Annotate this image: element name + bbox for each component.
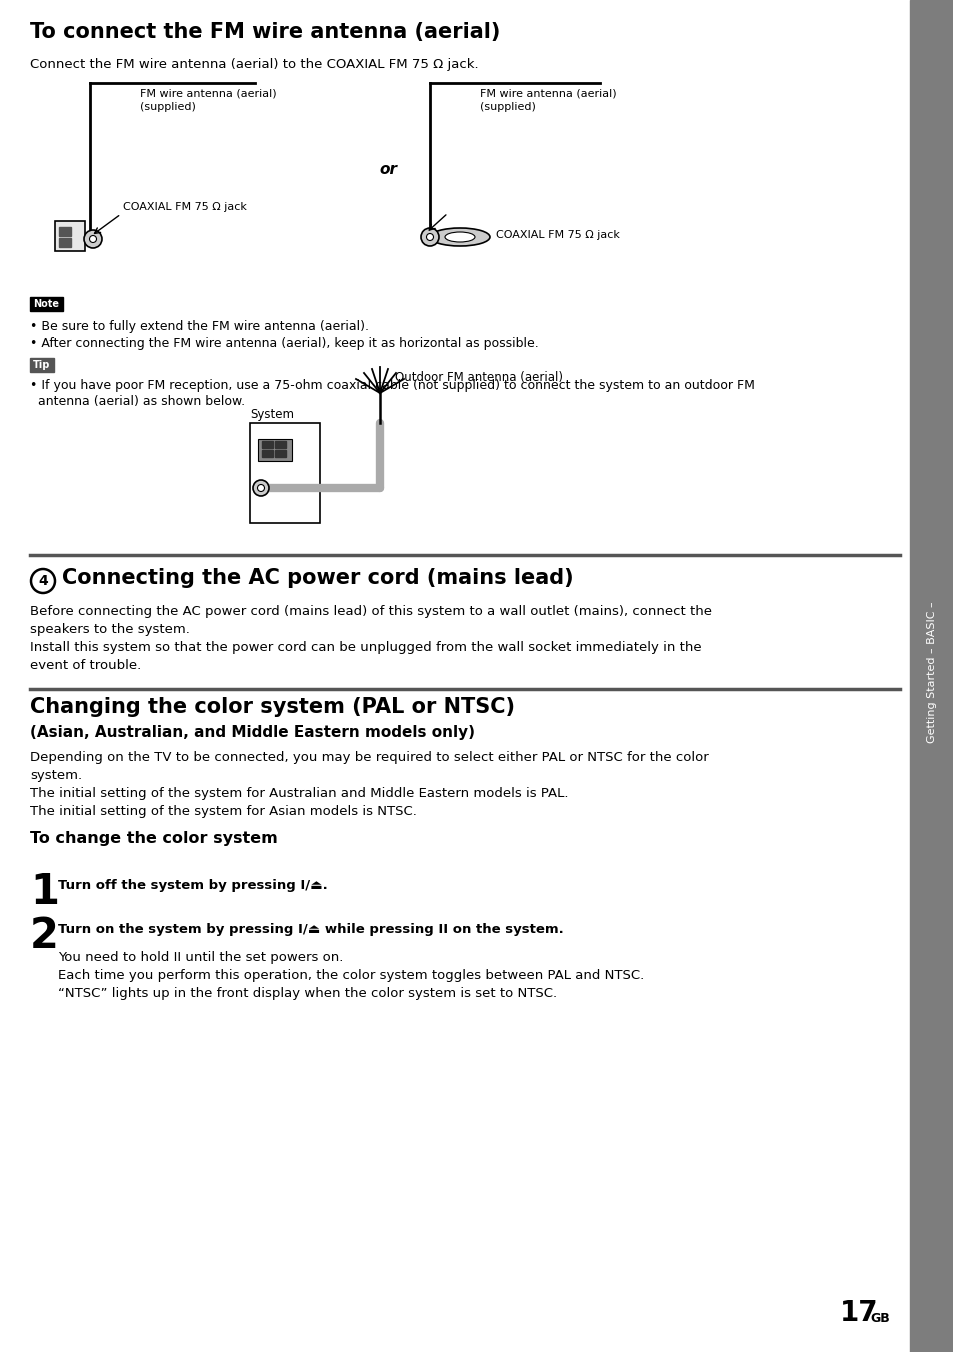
Text: Turn on the system by pressing I/⏏ while pressing II on the system.: Turn on the system by pressing I/⏏ while…: [58, 923, 563, 936]
Text: 17: 17: [840, 1299, 878, 1328]
Text: • After connecting the FM wire antenna (aerial), keep it as horizontal as possib: • After connecting the FM wire antenna (…: [30, 337, 538, 350]
Text: Tip: Tip: [33, 360, 51, 370]
Bar: [55, 220, 85, 251]
Text: event of trouble.: event of trouble.: [30, 658, 141, 672]
Text: 2: 2: [30, 915, 59, 957]
Text: system.: system.: [30, 769, 82, 781]
Text: • If you have poor FM reception, use a 75-ohm coaxial cable (not supplied) to co: • If you have poor FM reception, use a 7…: [30, 379, 754, 392]
Text: (supplied): (supplied): [140, 101, 195, 112]
Circle shape: [426, 234, 433, 241]
Text: (supplied): (supplied): [479, 101, 536, 112]
Text: COAXIAL FM 75 Ω jack: COAXIAL FM 75 Ω jack: [123, 201, 247, 212]
Text: You need to hold II until the set powers on.: You need to hold II until the set powers…: [58, 950, 343, 964]
Text: The initial setting of the system for Asian models is NTSC.: The initial setting of the system for As…: [30, 804, 416, 818]
Text: COAXIAL FM 75 Ω jack: COAXIAL FM 75 Ω jack: [496, 230, 619, 241]
Text: Note: Note: [33, 299, 59, 310]
Bar: [257, 439, 292, 461]
Text: Turn off the system by pressing I/⏏.: Turn off the system by pressing I/⏏.: [58, 879, 328, 892]
Text: • Be sure to fully extend the FM wire antenna (aerial).: • Be sure to fully extend the FM wire an…: [30, 320, 369, 333]
Text: Changing the color system (PAL or NTSC): Changing the color system (PAL or NTSC): [30, 698, 515, 717]
Bar: [909, 0, 953, 1352]
Text: 1: 1: [30, 871, 59, 913]
Text: Each time you perform this operation, the color system toggles between PAL and N: Each time you perform this operation, th…: [58, 969, 643, 982]
Circle shape: [253, 480, 269, 496]
Circle shape: [90, 235, 96, 242]
Circle shape: [420, 228, 438, 246]
Text: antenna (aerial) as shown below.: antenna (aerial) as shown below.: [30, 395, 245, 408]
Text: speakers to the system.: speakers to the system.: [30, 623, 190, 635]
Text: The initial setting of the system for Australian and Middle Eastern models is PA: The initial setting of the system for Au…: [30, 787, 568, 800]
Circle shape: [257, 484, 264, 492]
Text: System: System: [250, 408, 294, 420]
Text: Before connecting the AC power cord (mains lead) of this system to a wall outlet: Before connecting the AC power cord (mai…: [30, 604, 711, 618]
Text: To change the color system: To change the color system: [30, 831, 277, 846]
Bar: [30, 297, 63, 311]
Bar: [30, 358, 54, 372]
Bar: [59, 238, 71, 247]
Text: or: or: [378, 162, 396, 177]
Text: Install this system so that the power cord can be unplugged from the wall socket: Install this system so that the power co…: [30, 641, 700, 654]
Bar: [250, 423, 319, 523]
Text: GB: GB: [869, 1311, 889, 1325]
Text: To connect the FM wire antenna (aerial): To connect the FM wire antenna (aerial): [30, 22, 500, 42]
Bar: [274, 450, 286, 457]
Bar: [262, 450, 273, 457]
Bar: [262, 441, 273, 448]
Text: FM wire antenna (aerial): FM wire antenna (aerial): [479, 89, 616, 99]
Text: 4: 4: [38, 575, 48, 588]
Text: FM wire antenna (aerial): FM wire antenna (aerial): [140, 89, 276, 99]
Text: “NTSC” lights up in the front display when the color system is set to NTSC.: “NTSC” lights up in the front display wh…: [58, 987, 557, 1000]
Text: Getting Started – BASIC –: Getting Started – BASIC –: [926, 602, 936, 742]
Text: Depending on the TV to be connected, you may be required to select either PAL or: Depending on the TV to be connected, you…: [30, 750, 708, 764]
Bar: [59, 227, 71, 237]
Text: Connecting the AC power cord (mains lead): Connecting the AC power cord (mains lead…: [62, 568, 573, 588]
Text: (Asian, Australian, and Middle Eastern models only): (Asian, Australian, and Middle Eastern m…: [30, 725, 475, 740]
Text: Outdoor FM antenna (aerial): Outdoor FM antenna (aerial): [395, 372, 562, 384]
Circle shape: [84, 230, 102, 247]
Ellipse shape: [444, 233, 475, 242]
Bar: [274, 441, 286, 448]
Circle shape: [30, 569, 55, 594]
Ellipse shape: [430, 228, 490, 246]
Text: Connect the FM wire antenna (aerial) to the COAXIAL FM 75 Ω jack.: Connect the FM wire antenna (aerial) to …: [30, 58, 478, 72]
